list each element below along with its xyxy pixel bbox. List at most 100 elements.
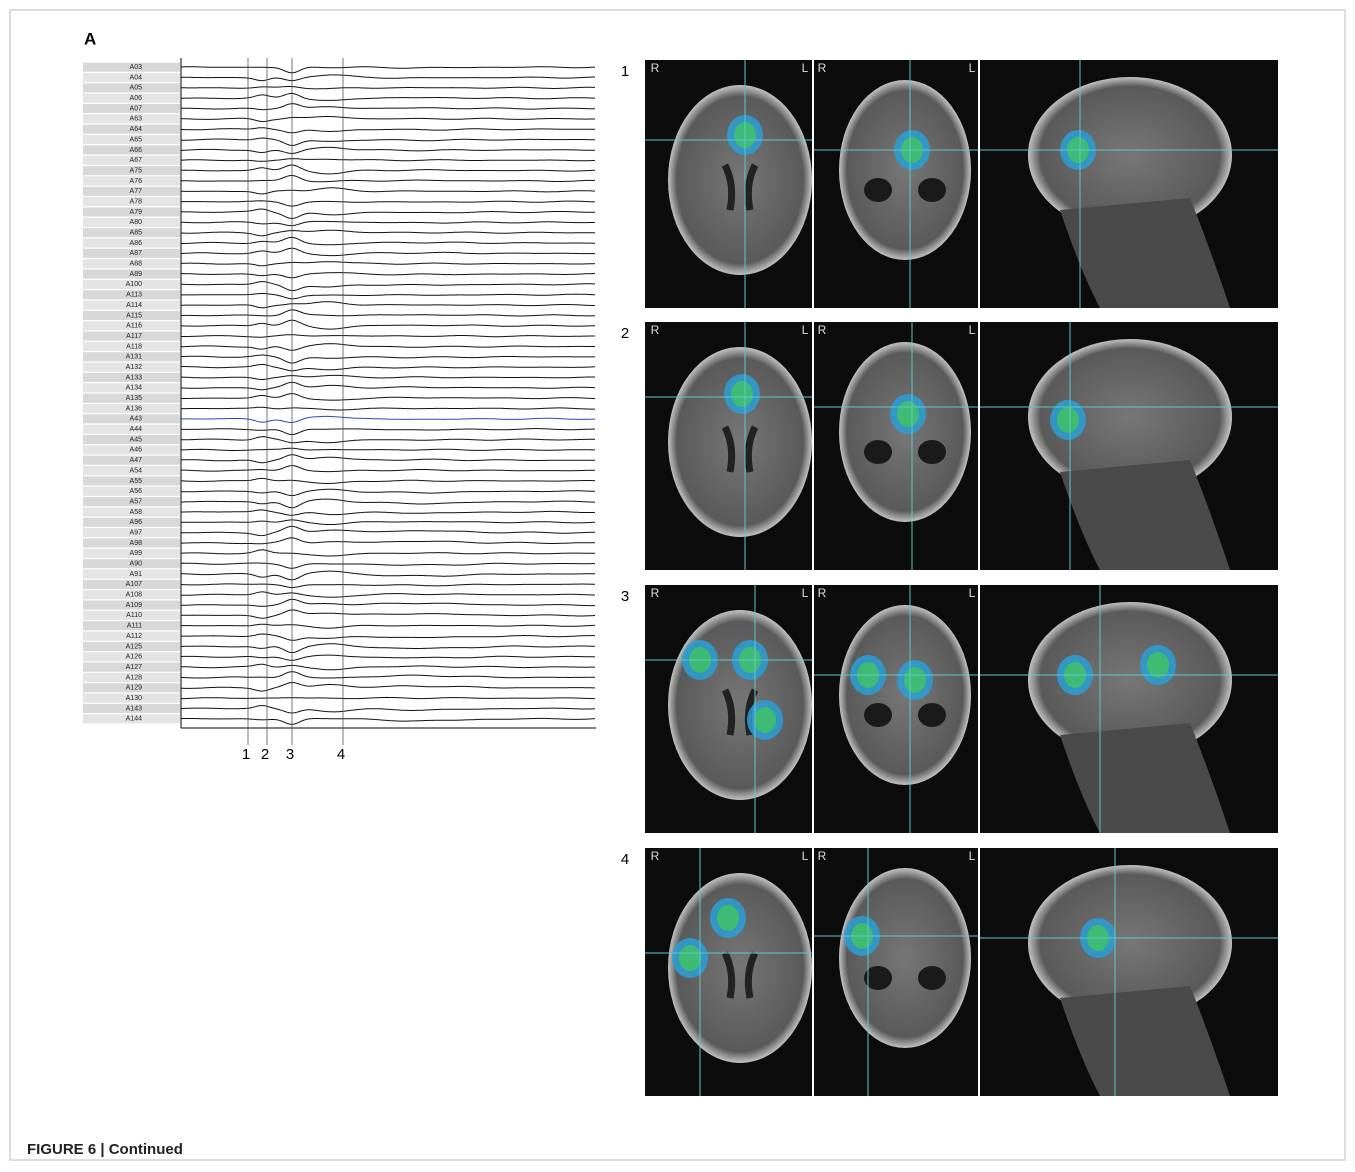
- channel-label: A87: [130, 250, 143, 257]
- channel-label: A78: [130, 198, 143, 205]
- channel-label: A126: [126, 654, 142, 661]
- marker-label: 2: [261, 746, 269, 763]
- panel-number: 4: [621, 851, 629, 868]
- orientation-label: R: [651, 849, 660, 863]
- channel-label: A90: [130, 561, 143, 568]
- channel-label: A86: [130, 240, 143, 247]
- activation-inner: [897, 401, 919, 427]
- channel-label: A143: [126, 705, 142, 712]
- channel-label: A112: [126, 633, 142, 640]
- orientation-label: R: [818, 586, 827, 600]
- panel-number: 1: [621, 63, 629, 80]
- channel-label: A110: [126, 612, 142, 619]
- coronal-head: [839, 80, 971, 260]
- axial-head: [668, 85, 812, 275]
- orientation-label: R: [818, 61, 827, 75]
- channel-label: A99: [130, 550, 143, 557]
- channel-label: A06: [130, 95, 143, 102]
- channel-label: A89: [130, 271, 143, 278]
- channel-label: A130: [126, 695, 142, 702]
- channel-label: A47: [130, 457, 143, 464]
- marker-label: 1: [242, 746, 250, 763]
- panel-number: 3: [621, 588, 629, 605]
- orbit: [918, 966, 946, 990]
- channel-label: A96: [130, 519, 143, 526]
- panel-number: 2: [621, 325, 629, 342]
- channel-label: A65: [130, 136, 143, 143]
- channel-label: A44: [130, 426, 143, 433]
- activation-inner: [731, 381, 753, 407]
- coronal-head: [839, 868, 971, 1048]
- channel-label: A56: [130, 488, 143, 495]
- activation-inner: [904, 667, 926, 693]
- channel-label: A109: [126, 602, 142, 609]
- caption: FIGURE 6 | Continued: [27, 1141, 183, 1158]
- orientation-label: R: [651, 586, 660, 600]
- orientation-label: L: [969, 61, 976, 75]
- orientation-label: L: [969, 323, 976, 337]
- orbit: [864, 703, 892, 727]
- orbit: [864, 440, 892, 464]
- channel-label: A107: [126, 581, 142, 588]
- channel-label: A97: [130, 529, 143, 536]
- channel-label: A127: [126, 664, 142, 671]
- activation-inner: [717, 905, 739, 931]
- channel-label: A133: [126, 374, 142, 381]
- channel-label: A58: [130, 509, 143, 516]
- channel-label: A55: [130, 478, 143, 485]
- channel-label: A144: [126, 716, 142, 723]
- orientation-label: R: [651, 61, 660, 75]
- orientation-label: R: [651, 323, 660, 337]
- channel-label: A113: [126, 292, 142, 299]
- orientation-label: L: [969, 849, 976, 863]
- orientation-label: L: [802, 61, 809, 75]
- channel-label: A46: [130, 447, 143, 454]
- activation-inner: [1057, 407, 1079, 433]
- orientation-label: L: [969, 586, 976, 600]
- channel-label: A129: [126, 685, 142, 692]
- channel-label: A134: [126, 385, 142, 392]
- channel-label: A03: [130, 64, 143, 71]
- channel-label: A05: [130, 85, 143, 92]
- channel-label: A125: [126, 643, 142, 650]
- orientation-label: L: [802, 586, 809, 600]
- panel-letter: A: [84, 29, 96, 48]
- channel-label: A79: [130, 209, 143, 216]
- orbit: [918, 440, 946, 464]
- channel-label: A45: [130, 436, 143, 443]
- marker-label: 3: [286, 746, 294, 763]
- channel-label: A04: [130, 74, 143, 81]
- channel-label: A116: [126, 323, 142, 330]
- channel-label: A80: [130, 219, 143, 226]
- orientation-label: R: [818, 323, 827, 337]
- activation-inner: [679, 945, 701, 971]
- orientation-label: L: [802, 323, 809, 337]
- channel-label: A131: [126, 354, 142, 361]
- channel-label: A07: [130, 105, 143, 112]
- channel-label: A128: [126, 674, 142, 681]
- orbit: [918, 178, 946, 202]
- orientation-label: R: [818, 849, 827, 863]
- channel-label: A114: [126, 302, 142, 309]
- orientation-label: L: [802, 849, 809, 863]
- figure: A FIGURE 6 | Continued A03 A04 A05 A06 A07 A6…: [0, 0, 1355, 1172]
- channel-label: A75: [130, 167, 143, 174]
- channel-label: A115: [126, 312, 142, 319]
- channel-label: A100: [126, 281, 142, 288]
- channel-label: A111: [127, 623, 142, 630]
- activation-inner: [1147, 652, 1169, 678]
- marker-label: 4: [337, 746, 345, 763]
- channel-label: A98: [130, 540, 143, 547]
- activation-inner: [754, 707, 776, 733]
- channel-label: A108: [126, 592, 142, 599]
- channel-label: A118: [126, 343, 142, 350]
- orbit: [864, 178, 892, 202]
- channel-label: A132: [126, 364, 142, 371]
- channel-label: A43: [130, 416, 143, 423]
- orbit: [918, 703, 946, 727]
- channel-label: A67: [130, 157, 143, 164]
- channel-label: A66: [130, 147, 143, 154]
- channel-label: A136: [126, 405, 142, 412]
- channel-label: A117: [126, 333, 142, 340]
- channel-label: A76: [130, 178, 143, 185]
